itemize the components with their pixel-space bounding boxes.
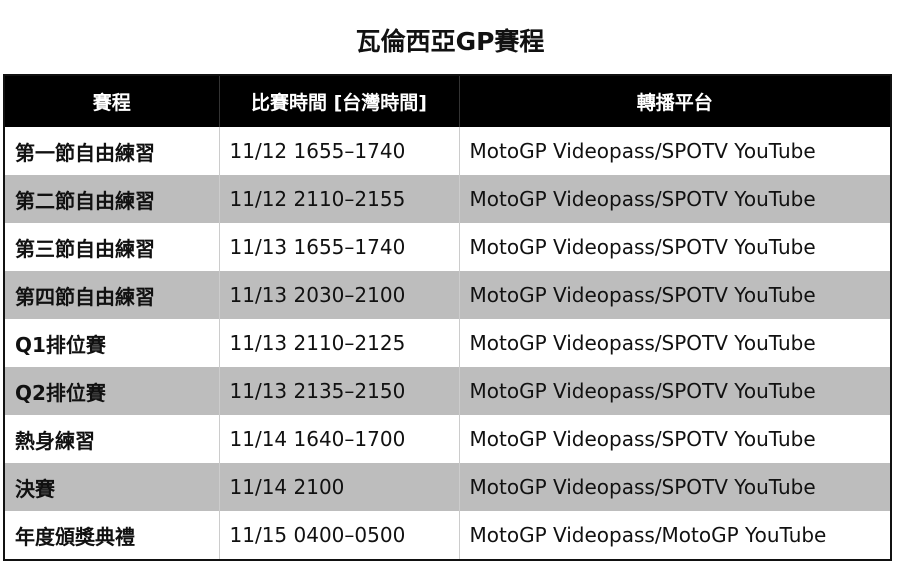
- cell-session: 決賽: [4, 463, 220, 511]
- cell-platform: MotoGP Videopass/SPOTV YouTube: [459, 223, 892, 271]
- cell-platform: MotoGP Videopass/SPOTV YouTube: [459, 175, 892, 223]
- table-row: 第二節自由練習 11/12 2110–2155 MotoGP Videopass/S…: [4, 175, 892, 223]
- cell-time: 11/12 1655–1740: [219, 127, 460, 175]
- header-platform: 轉播平台: [459, 75, 892, 127]
- cell-time: 11/13 2135–2150: [219, 367, 460, 415]
- table-row: 熱身練習 11/14 1640–1700 MotoGP Videopass/SPOT…: [4, 415, 892, 463]
- cell-platform: MotoGP Videopass/SPOTV YouTube: [459, 415, 892, 463]
- table-row: Q2排位賽 11/13 2135–2150 MotoGP Videopass/SPO…: [4, 367, 892, 415]
- cell-time: 11/13 2030–2100: [219, 271, 460, 319]
- cell-platform: MotoGP Videopass/SPOTV YouTube: [459, 367, 892, 415]
- table-row: 決賽 11/14 2100 MotoGP Videopass/SPOTV YouTu…: [4, 463, 892, 511]
- cell-time: 11/14 2100: [219, 463, 460, 511]
- cell-session: Q1排位賽: [4, 319, 220, 367]
- cell-session: 第四節自由練習: [4, 271, 220, 319]
- cell-platform: MotoGP Videopass/SPOTV YouTube: [459, 271, 892, 319]
- cell-session: 年度頒獎典禮: [4, 511, 220, 560]
- page-title: 瓦倫西亞GP賽程: [355, 27, 545, 56]
- table-row: 第四節自由練習 11/13 2030–2100 MotoGP Videopass/S…: [4, 271, 892, 319]
- schedule-table: 賽程 比賽時間 [台灣時間] 轉播平台 第一節自由練習 11/12 1655–17…: [3, 74, 892, 561]
- cell-platform: MotoGP Videopass/SPOTV YouTube: [459, 319, 892, 367]
- cell-time: 11/13 1655–1740: [219, 223, 460, 271]
- header-session: 賽程: [4, 75, 220, 127]
- cell-time: 11/13 2110–2125: [219, 319, 460, 367]
- cell-session: 第二節自由練習: [4, 175, 220, 223]
- table-row: Q1排位賽 11/13 2110–2125 MotoGP Videopass/SPO…: [4, 319, 892, 367]
- table-row: 第三節自由練習 11/13 1655–1740 MotoGP Videopass/S…: [4, 223, 892, 271]
- table-row: 年度頒獎典禮 11/15 0400–0500 MotoGP Videopass/Mo…: [4, 511, 892, 560]
- cell-session: 第三節自由練習: [4, 223, 220, 271]
- cell-session: 第一節自由練習: [4, 127, 220, 175]
- cell-platform: MotoGP Videopass/SPOTV YouTube: [459, 127, 892, 175]
- header-time: 比賽時間 [台灣時間]: [219, 75, 460, 127]
- cell-time: 11/15 0400–0500: [219, 511, 460, 560]
- cell-platform: MotoGP Videopass/SPOTV YouTube: [459, 463, 892, 511]
- cell-session: 熱身練習: [4, 415, 220, 463]
- cell-time: 11/14 1640–1700: [219, 415, 460, 463]
- table-header-row: 賽程 比賽時間 [台灣時間] 轉播平台: [4, 75, 892, 127]
- cell-time: 11/12 2110–2155: [219, 175, 460, 223]
- cell-platform: MotoGP Videopass/MotoGP YouTube: [459, 511, 892, 560]
- cell-session: Q2排位賽: [4, 367, 220, 415]
- table-row: 第一節自由練習 11/12 1655–1740 MotoGP Videopass/S…: [4, 127, 892, 175]
